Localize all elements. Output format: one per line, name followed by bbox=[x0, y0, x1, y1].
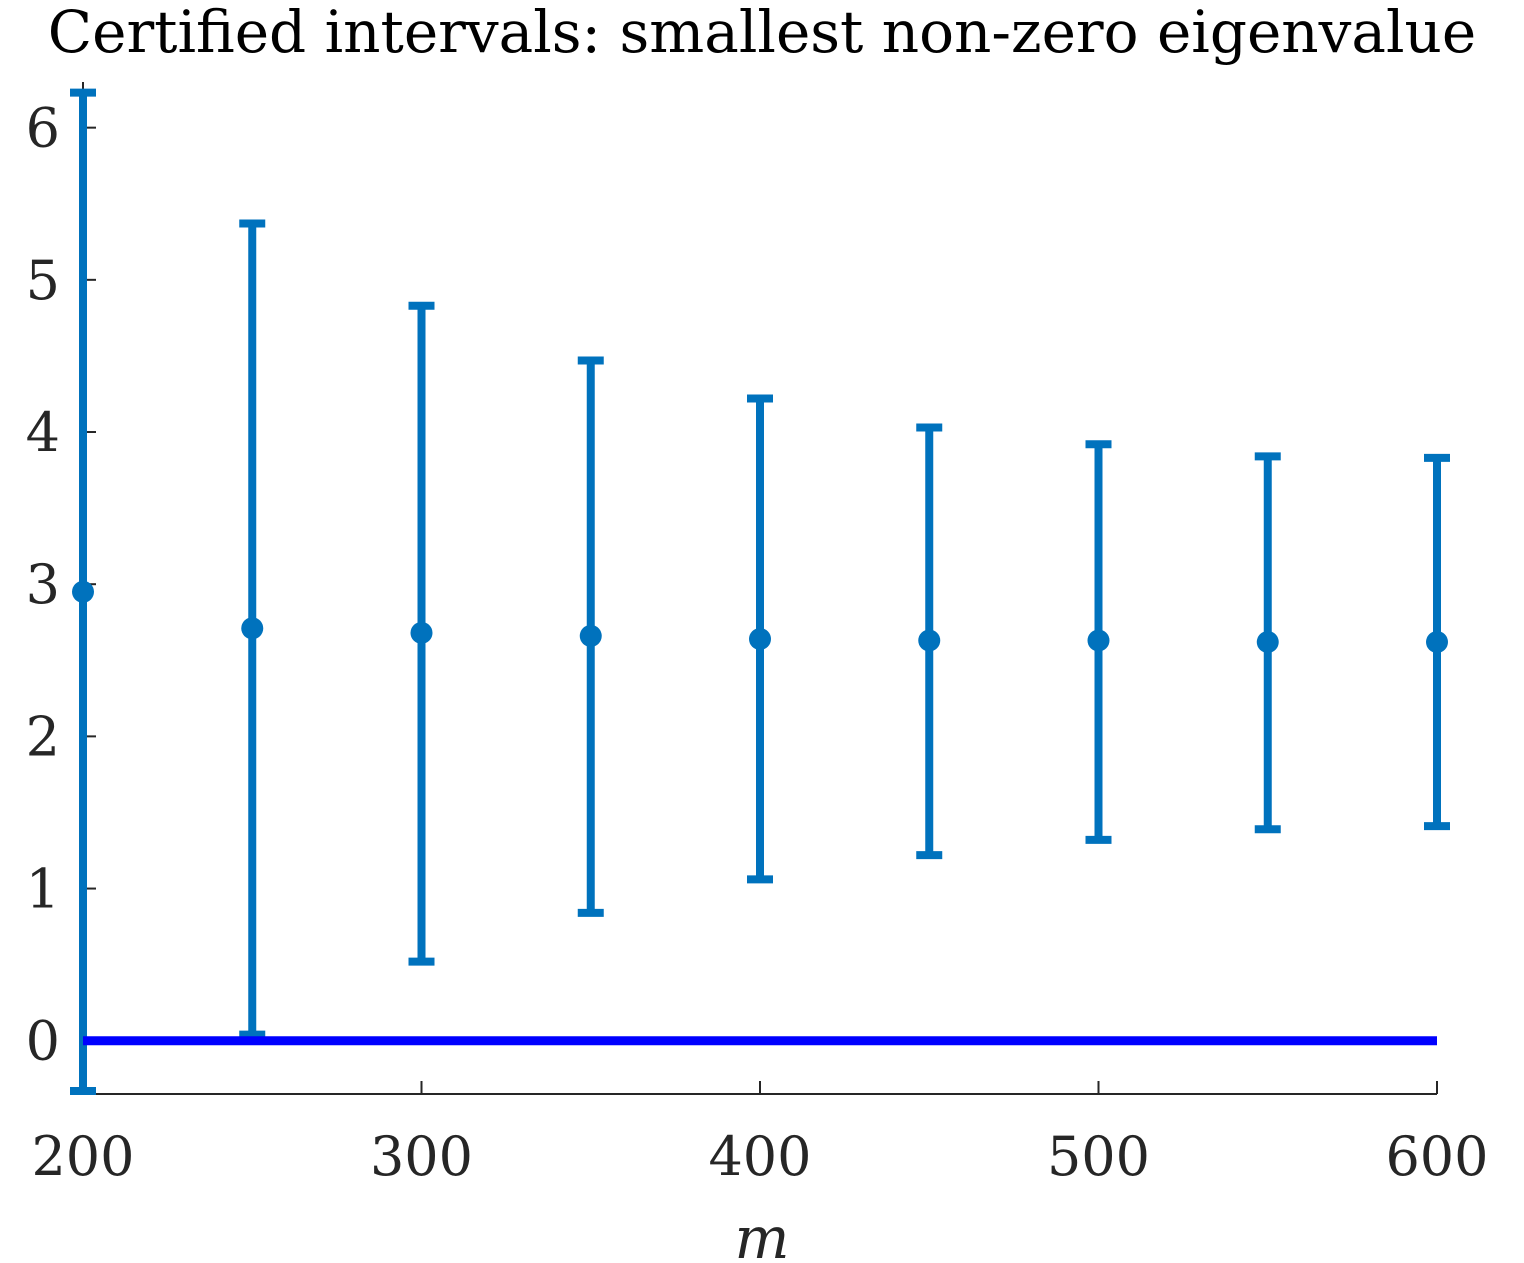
data-point bbox=[579, 624, 602, 647]
data-point bbox=[1426, 631, 1448, 654]
plot-area bbox=[70, 88, 1450, 1095]
data-point bbox=[1087, 629, 1110, 652]
axes: 200 300 400 500 600 0 1 2 3 4 5 6 bbox=[26, 82, 1489, 1188]
data-point bbox=[749, 627, 771, 650]
data-point bbox=[1256, 631, 1279, 654]
x-axis-label: m bbox=[735, 1204, 790, 1263]
x-tick-label: 200 bbox=[31, 1125, 134, 1188]
y-tick-label: 5 bbox=[26, 249, 60, 312]
y-tick-label: 6 bbox=[26, 97, 60, 160]
y-tick-label: 2 bbox=[26, 705, 60, 768]
x-tick-label: 500 bbox=[1047, 1125, 1150, 1188]
x-tick-label: 400 bbox=[708, 1125, 811, 1188]
y-tick-label: 0 bbox=[26, 1010, 60, 1073]
data-point bbox=[72, 580, 94, 603]
errorbar-series bbox=[70, 88, 1450, 1095]
data-point bbox=[241, 617, 264, 640]
data-point bbox=[410, 621, 433, 644]
chart-title: Certified intervals: smallest non-zero e… bbox=[48, 0, 1476, 66]
y-tick-label: 3 bbox=[26, 553, 60, 616]
y-tick-label: 1 bbox=[26, 858, 60, 921]
x-tick-label: 300 bbox=[370, 1125, 473, 1188]
x-tick-label: 600 bbox=[1385, 1125, 1488, 1188]
data-point bbox=[918, 629, 941, 652]
y-tick-label: 4 bbox=[26, 401, 60, 464]
